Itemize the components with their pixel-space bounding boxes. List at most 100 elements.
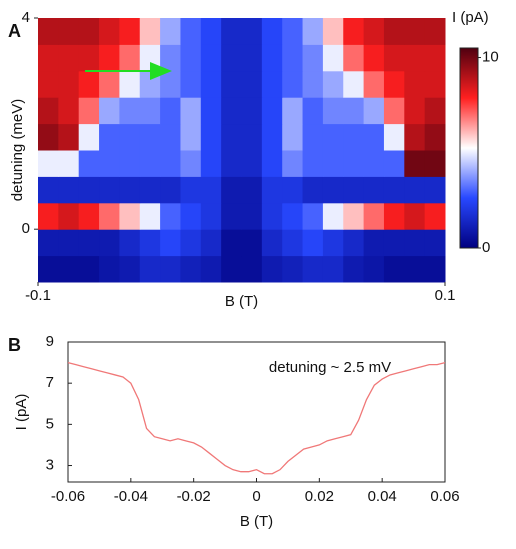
- heat-cell: [424, 150, 446, 177]
- heat-cell: [200, 70, 222, 98]
- heat-cell: [282, 202, 304, 230]
- heat-cell: [99, 255, 120, 283]
- heat-cell: [221, 123, 242, 151]
- arrow: [85, 62, 172, 80]
- heat-cell: [383, 18, 405, 45]
- heat-cell: [38, 70, 59, 98]
- x-tick-label: -0.04: [114, 488, 148, 505]
- heat-cell: [160, 255, 181, 283]
- heat-cell: [282, 123, 304, 151]
- heat-cell: [282, 255, 304, 283]
- heat-cell: [363, 123, 385, 151]
- heat-cell: [78, 44, 100, 72]
- heat-cell: [221, 202, 242, 230]
- heat-cell: [200, 176, 222, 204]
- colorbar-tick-label: 0: [482, 239, 490, 256]
- y-axis-label: detuning (meV): [9, 99, 26, 202]
- heat-cell: [38, 229, 59, 257]
- heat-cell: [424, 255, 446, 283]
- heat-cell: [383, 44, 405, 72]
- heat-cell: [343, 202, 365, 230]
- colorbar-tick-label: 10: [482, 48, 499, 65]
- heat-cell: [363, 70, 385, 98]
- data-line: [67, 361, 446, 475]
- heat-cell: [424, 123, 446, 151]
- heat-cell: [180, 255, 202, 283]
- heat-cell: [160, 97, 181, 125]
- heat-cell: [200, 44, 222, 72]
- heat-cell: [343, 18, 365, 45]
- heat-cell: [58, 123, 80, 151]
- heat-cell: [38, 176, 59, 204]
- heat-cell: [302, 70, 324, 98]
- heat-cell: [99, 150, 120, 177]
- heat-cell: [404, 150, 426, 177]
- heat-cell: [404, 18, 426, 45]
- heat-cell: [99, 70, 120, 98]
- heat-cell: [99, 176, 120, 204]
- heat-cell: [261, 255, 283, 283]
- heatmap-area: 0 4 -0.1 0.1 B (T) detuning (meV) 0 10 I (pA): [9, 9, 499, 310]
- heat-cell: [119, 70, 141, 98]
- x-tick-label: -0.02: [177, 488, 211, 505]
- heat-cell: [160, 70, 181, 98]
- heat-cell: [139, 123, 161, 151]
- heat-cell: [241, 97, 263, 125]
- heat-cell: [119, 97, 141, 125]
- heat-cell: [160, 202, 181, 230]
- heat-cell: [322, 202, 344, 230]
- colorbar: [459, 47, 479, 249]
- heat-cell: [322, 150, 344, 177]
- heat-cell: [58, 18, 80, 45]
- panel-label: A: [8, 21, 21, 41]
- heat-cell: [261, 97, 283, 125]
- heat-cell: [261, 44, 283, 72]
- heat-cell: [58, 255, 80, 283]
- heat-cell: [139, 18, 161, 45]
- heat-cell: [119, 150, 141, 177]
- line-area: 3 5 7 9 -0.06 -0.04 -0.02 0 0.02 0.04 0.06 detuning…: [13, 333, 460, 530]
- heat-cell: [58, 176, 80, 204]
- heat-cell: [160, 150, 181, 177]
- heat-cell: [282, 150, 304, 177]
- heat-cell: [160, 18, 181, 45]
- heat-cell: [139, 229, 161, 257]
- heat-cell: [363, 202, 385, 230]
- heat-cell: [302, 44, 324, 72]
- heat-cell: [139, 150, 161, 177]
- heat-cell: [180, 229, 202, 257]
- heat-cell: [78, 255, 100, 283]
- heat-cell: [119, 44, 141, 72]
- heat-cell: [200, 255, 222, 283]
- heat-cell: [424, 70, 446, 98]
- heat-cell: [383, 255, 405, 283]
- heat-cell: [322, 44, 344, 72]
- heat-cell: [363, 97, 385, 125]
- heat-cell: [78, 150, 100, 177]
- heat-cell: [383, 176, 405, 204]
- x-tick-label: 0.02: [305, 488, 334, 505]
- heat-cell: [363, 44, 385, 72]
- y-tick-label: 9: [46, 333, 54, 350]
- heat-cell: [282, 97, 304, 125]
- heat-cell: [343, 97, 365, 125]
- heat-cell: [139, 97, 161, 125]
- heat-cell: [282, 44, 304, 72]
- heat-cell: [38, 202, 59, 230]
- y-tick-label: 0: [22, 220, 30, 237]
- heat-cell: [78, 97, 100, 125]
- heat-cell: [78, 229, 100, 257]
- heat-cell: [241, 150, 263, 177]
- heat-cell: [302, 18, 324, 45]
- heat-cell: [363, 255, 385, 283]
- colorbar-title: I (pA): [452, 9, 489, 26]
- heat-cell: [180, 150, 202, 177]
- heat-cell: [58, 150, 80, 177]
- heat-cell: [38, 44, 59, 72]
- heat-cell: [221, 176, 242, 204]
- heat-cell: [322, 229, 344, 257]
- heat-cell: [119, 18, 141, 45]
- heat-cell: [180, 176, 202, 204]
- heat-cell: [38, 123, 59, 151]
